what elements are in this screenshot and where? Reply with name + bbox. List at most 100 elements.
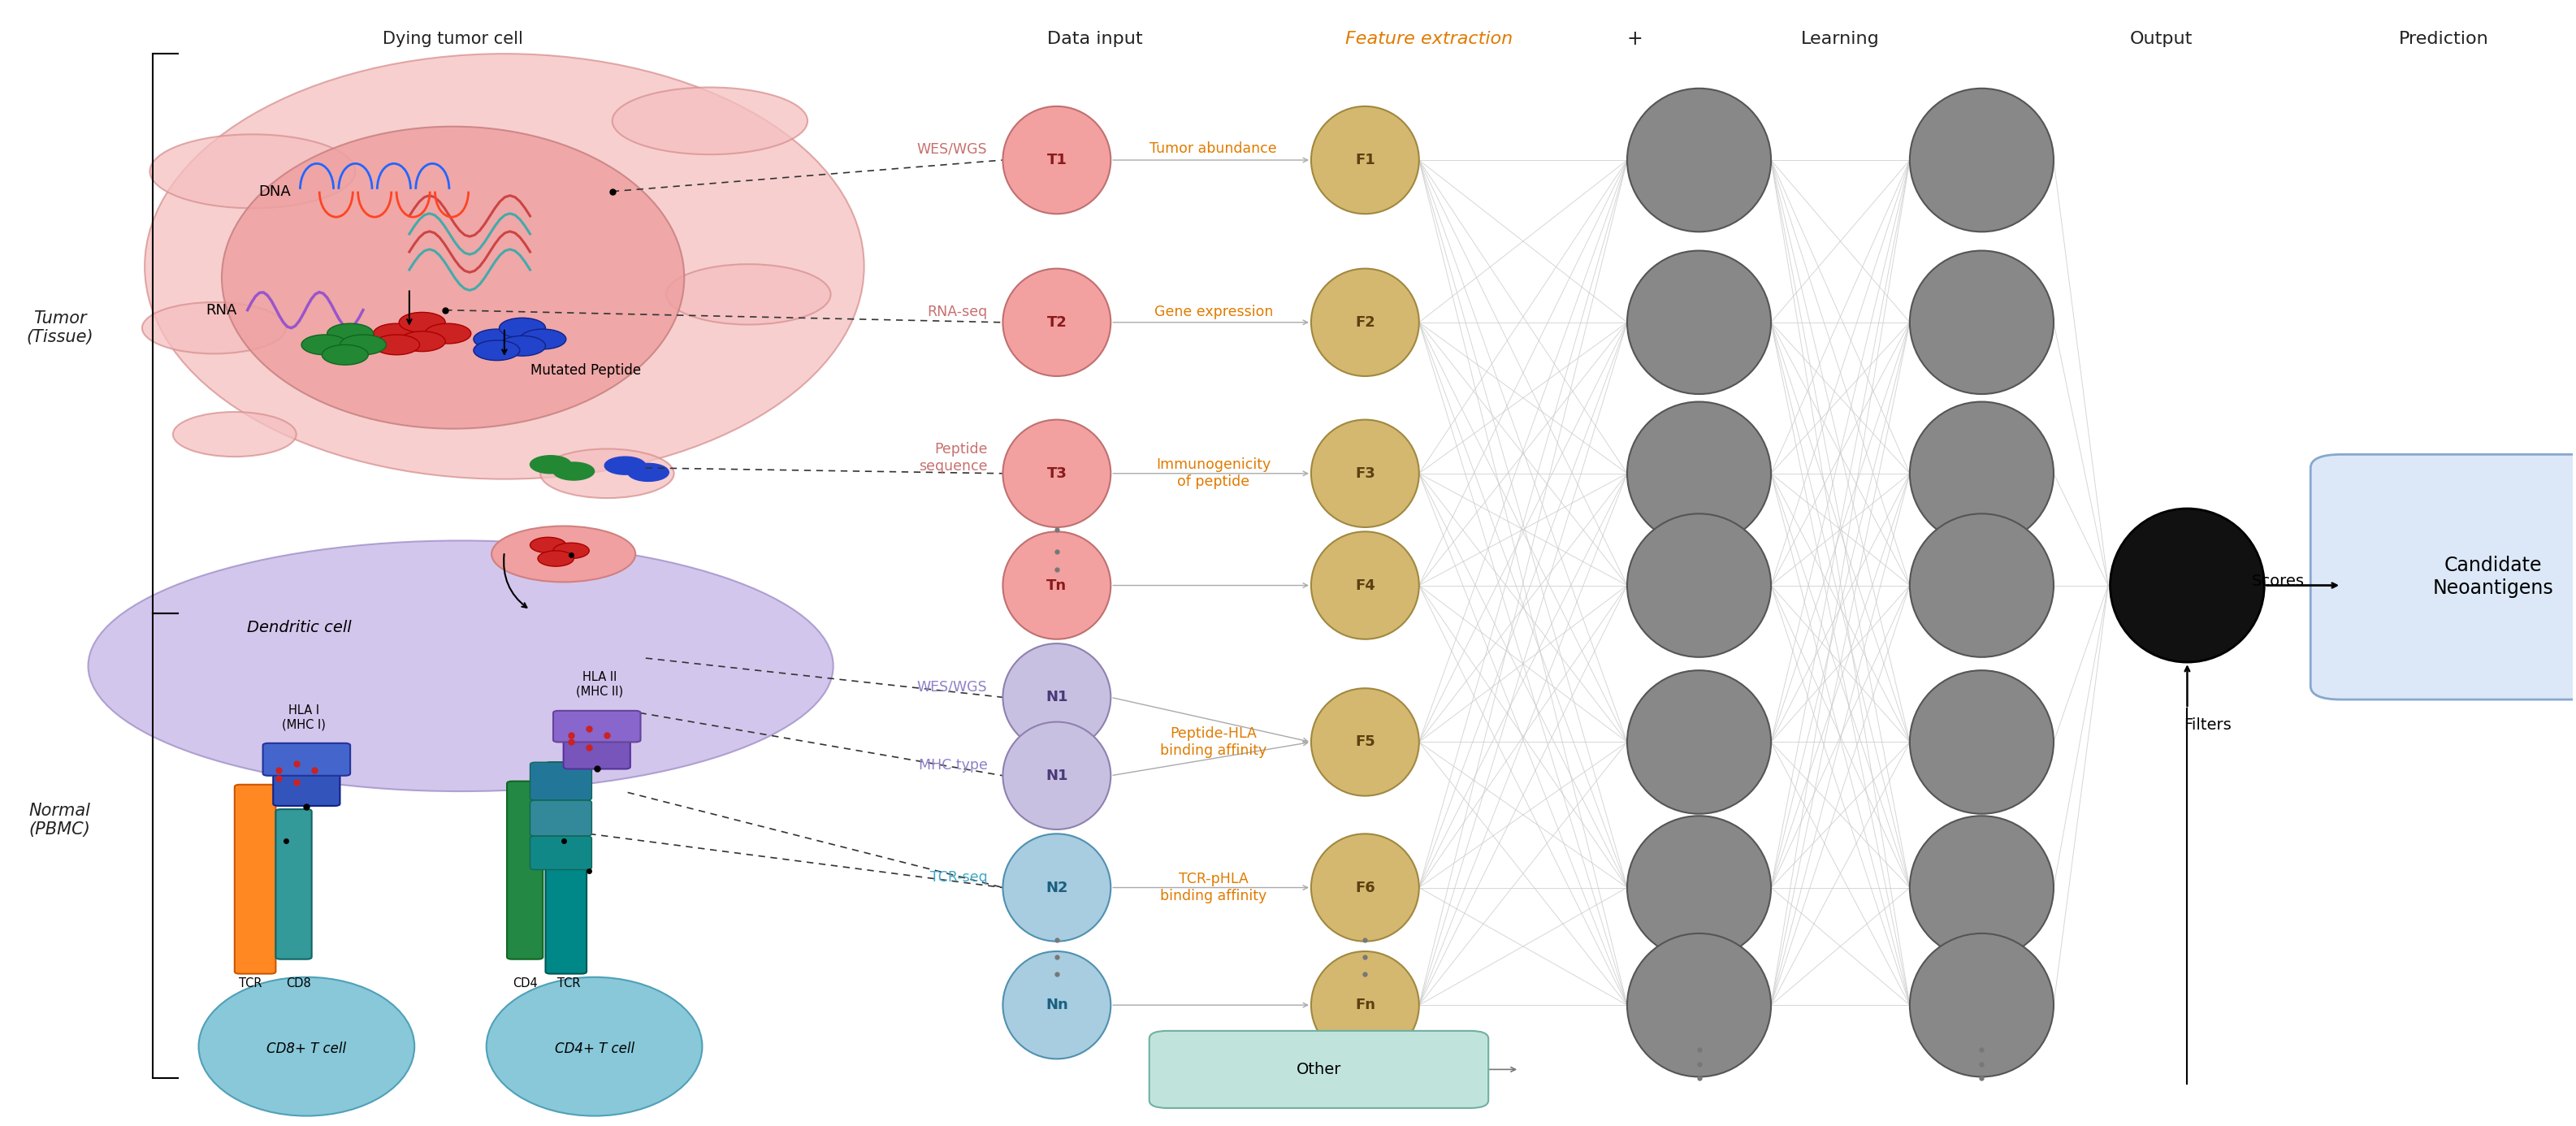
Text: F6: F6: [1355, 881, 1376, 895]
Text: F1: F1: [1355, 153, 1376, 168]
Circle shape: [374, 334, 420, 355]
Text: Prediction: Prediction: [2398, 32, 2488, 47]
Text: Gene expression: Gene expression: [1154, 305, 1273, 320]
Text: WES/WGS: WES/WGS: [917, 142, 987, 157]
Circle shape: [425, 323, 471, 343]
Text: HLA I
(MHC I): HLA I (MHC I): [283, 705, 327, 731]
Circle shape: [474, 329, 520, 349]
Text: N1: N1: [1046, 768, 1069, 783]
Ellipse shape: [1909, 402, 2053, 545]
Text: Nn: Nn: [1046, 998, 1069, 1012]
Ellipse shape: [142, 302, 286, 354]
Text: +: +: [1628, 29, 1643, 48]
FancyBboxPatch shape: [1149, 1030, 1489, 1108]
Circle shape: [327, 323, 374, 343]
Ellipse shape: [1002, 269, 1110, 376]
Ellipse shape: [1002, 951, 1110, 1058]
Text: Feature extraction: Feature extraction: [1345, 32, 1512, 47]
Ellipse shape: [1311, 688, 1419, 796]
Text: Mutated Peptide: Mutated Peptide: [531, 364, 641, 378]
Ellipse shape: [1909, 88, 2053, 232]
FancyBboxPatch shape: [531, 837, 592, 869]
Ellipse shape: [613, 88, 806, 154]
Circle shape: [538, 551, 574, 566]
Ellipse shape: [1909, 513, 2053, 658]
Ellipse shape: [1002, 106, 1110, 214]
Ellipse shape: [1002, 644, 1110, 751]
Circle shape: [500, 336, 546, 356]
Ellipse shape: [1628, 251, 1772, 394]
Text: Other: Other: [1296, 1062, 1342, 1078]
Text: Output: Output: [2130, 32, 2192, 47]
Text: Normal
(PBMC): Normal (PBMC): [28, 803, 90, 838]
Ellipse shape: [1628, 933, 1772, 1076]
Ellipse shape: [1909, 816, 2053, 959]
Text: TCR-seq: TCR-seq: [930, 870, 987, 885]
Circle shape: [474, 340, 520, 360]
Text: RNA-seq: RNA-seq: [927, 305, 987, 320]
Ellipse shape: [1628, 513, 1772, 658]
Circle shape: [399, 331, 446, 351]
Text: Learning: Learning: [1801, 32, 1880, 47]
FancyBboxPatch shape: [234, 785, 276, 974]
Circle shape: [605, 457, 647, 474]
Circle shape: [554, 463, 595, 480]
Text: N2: N2: [1046, 881, 1069, 895]
Text: Tumor
(Tissue): Tumor (Tissue): [26, 311, 93, 346]
Text: RNA: RNA: [206, 303, 237, 318]
Ellipse shape: [1002, 833, 1110, 941]
Ellipse shape: [1311, 269, 1419, 376]
Text: CD8: CD8: [286, 977, 312, 990]
Ellipse shape: [88, 540, 832, 792]
FancyBboxPatch shape: [531, 801, 592, 837]
Text: F3: F3: [1355, 466, 1376, 481]
Ellipse shape: [1909, 670, 2053, 814]
Text: TCR: TCR: [240, 977, 263, 990]
Ellipse shape: [487, 977, 703, 1116]
Ellipse shape: [144, 54, 863, 479]
Text: Dying tumor cell: Dying tumor cell: [384, 32, 523, 47]
Circle shape: [322, 345, 368, 365]
Ellipse shape: [1311, 951, 1419, 1058]
Circle shape: [500, 318, 546, 338]
Circle shape: [340, 334, 386, 355]
Ellipse shape: [198, 977, 415, 1116]
Text: Tn: Tn: [1046, 578, 1066, 592]
Ellipse shape: [1909, 251, 2053, 394]
Text: Data input: Data input: [1048, 32, 1144, 47]
Text: F2: F2: [1355, 315, 1376, 330]
Ellipse shape: [492, 526, 636, 582]
Ellipse shape: [1311, 531, 1419, 640]
FancyBboxPatch shape: [2311, 455, 2576, 699]
Text: Tumor abundance: Tumor abundance: [1149, 142, 1278, 157]
Text: T3: T3: [1046, 466, 1066, 481]
Circle shape: [374, 323, 420, 343]
Text: Fn: Fn: [1355, 998, 1376, 1012]
Ellipse shape: [1628, 816, 1772, 959]
Text: MHC type: MHC type: [920, 758, 987, 772]
Text: Scores: Scores: [2251, 573, 2306, 589]
Text: F4: F4: [1355, 578, 1376, 592]
Text: WES/WGS: WES/WGS: [917, 680, 987, 695]
Text: CD8+ T cell: CD8+ T cell: [268, 1042, 345, 1056]
Text: TCR: TCR: [556, 977, 580, 990]
FancyBboxPatch shape: [273, 768, 340, 806]
Ellipse shape: [1002, 420, 1110, 527]
Text: HLA II
(MHC II): HLA II (MHC II): [577, 671, 623, 697]
Text: Candidate
Neoantigens: Candidate Neoantigens: [2432, 556, 2553, 598]
FancyBboxPatch shape: [276, 810, 312, 959]
Ellipse shape: [1311, 833, 1419, 941]
Text: Dendritic cell: Dendritic cell: [247, 620, 350, 636]
Ellipse shape: [1628, 670, 1772, 814]
Text: F5: F5: [1355, 735, 1376, 750]
Ellipse shape: [222, 126, 685, 429]
Ellipse shape: [1002, 531, 1110, 640]
Text: T1: T1: [1046, 153, 1066, 168]
Circle shape: [554, 543, 590, 558]
Text: CD4+ T cell: CD4+ T cell: [554, 1042, 634, 1056]
Text: N1: N1: [1046, 690, 1069, 705]
Circle shape: [399, 312, 446, 332]
Text: Peptide-HLA
binding affinity: Peptide-HLA binding affinity: [1159, 726, 1267, 758]
Text: Peptide
sequence: Peptide sequence: [920, 443, 987, 474]
Ellipse shape: [1628, 88, 1772, 232]
